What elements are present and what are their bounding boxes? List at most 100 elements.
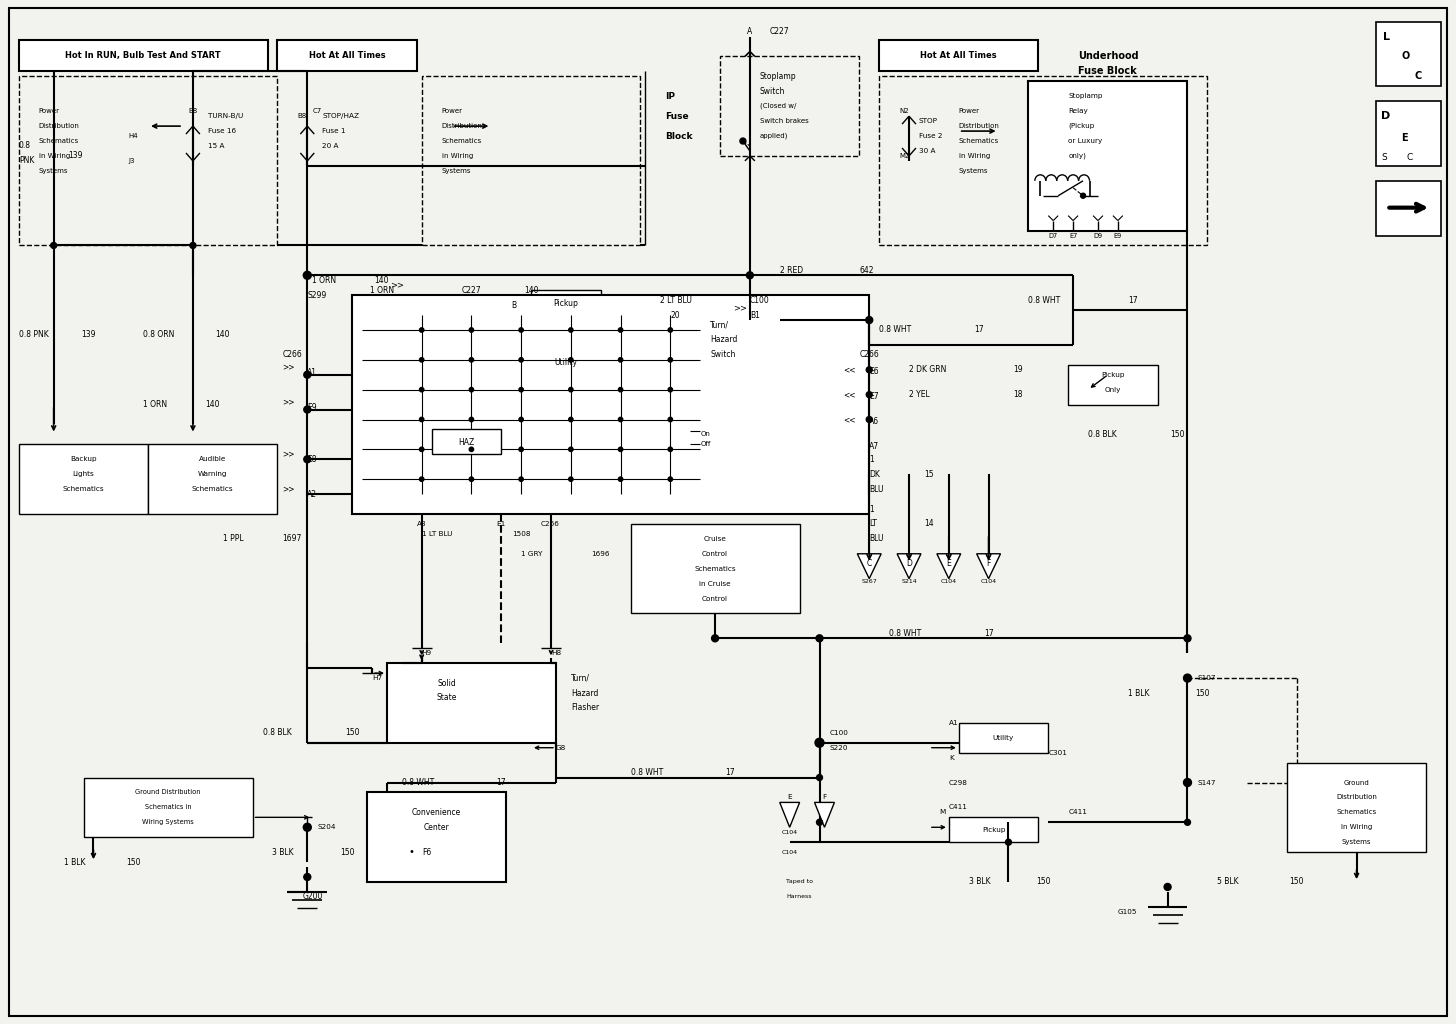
Text: 1 BLK: 1 BLK: [64, 857, 84, 866]
Circle shape: [1006, 840, 1012, 845]
Text: 1 GRY: 1 GRY: [521, 551, 543, 557]
Text: S220: S220: [830, 744, 847, 751]
Text: 0.8 WHT: 0.8 WHT: [402, 778, 434, 787]
Text: 19: 19: [1013, 366, 1024, 375]
Text: Switch brakes: Switch brakes: [760, 118, 808, 124]
Circle shape: [1184, 674, 1191, 682]
Circle shape: [619, 477, 623, 481]
Circle shape: [419, 387, 424, 392]
Text: 30 A: 30 A: [919, 148, 935, 154]
Text: J3: J3: [128, 158, 135, 164]
Text: C104: C104: [941, 580, 957, 584]
Text: 2 YEL: 2 YEL: [909, 390, 930, 399]
Text: C: C: [1406, 154, 1412, 163]
Text: Only: Only: [1105, 387, 1121, 392]
Circle shape: [619, 387, 623, 392]
Bar: [1028, 81, 1188, 230]
Polygon shape: [780, 803, 799, 827]
Bar: [1287, 763, 1427, 852]
Text: 0.8 PNK: 0.8 PNK: [19, 331, 48, 340]
Text: 1508: 1508: [513, 530, 530, 537]
Text: B: B: [511, 301, 517, 309]
Text: Fuse Block: Fuse Block: [1077, 67, 1137, 77]
Text: Pickup: Pickup: [1101, 372, 1124, 378]
Bar: [19, 40, 268, 72]
Text: Harness: Harness: [786, 894, 812, 899]
Text: HAZ: HAZ: [459, 438, 475, 446]
Text: >>: >>: [282, 484, 296, 494]
Text: 2 RED: 2 RED: [780, 266, 802, 274]
Text: G8: G8: [556, 744, 566, 751]
Text: Stoplamp: Stoplamp: [760, 72, 796, 81]
Text: S204: S204: [317, 824, 336, 830]
Text: LT: LT: [869, 519, 877, 528]
Text: A1: A1: [307, 369, 317, 377]
Bar: [19, 77, 278, 246]
Text: Hazard: Hazard: [711, 336, 738, 344]
Circle shape: [817, 819, 823, 825]
Circle shape: [866, 367, 872, 373]
Text: Systems: Systems: [958, 168, 989, 174]
Text: Ground: Ground: [1344, 779, 1370, 785]
Text: 1: 1: [869, 455, 874, 464]
Text: 0.8 ORN: 0.8 ORN: [143, 331, 175, 340]
Text: 0.8 BLK: 0.8 BLK: [1088, 430, 1117, 439]
Text: Fuse 16: Fuse 16: [208, 128, 236, 134]
Text: 642: 642: [859, 266, 874, 274]
Text: Warning: Warning: [198, 471, 227, 477]
Text: 14: 14: [925, 519, 933, 528]
Circle shape: [569, 447, 574, 452]
Text: Systems: Systems: [1342, 840, 1372, 845]
Circle shape: [866, 316, 872, 324]
Text: C411: C411: [1069, 809, 1088, 815]
Text: E6: E6: [869, 368, 879, 376]
Text: Taped to: Taped to: [786, 880, 812, 885]
Text: E7: E7: [1069, 232, 1077, 239]
Text: 1 BLK: 1 BLK: [1128, 688, 1149, 697]
Text: Systems: Systems: [441, 168, 472, 174]
Text: On: On: [700, 431, 711, 437]
Text: Convenience: Convenience: [412, 808, 462, 817]
Text: >>: >>: [732, 303, 747, 312]
Bar: [1376, 22, 1441, 86]
Text: Schematics: Schematics: [63, 486, 105, 493]
Circle shape: [469, 357, 473, 362]
Text: Schematics: Schematics: [39, 138, 79, 144]
Text: STOP/HAZ: STOP/HAZ: [322, 114, 360, 119]
Text: 1 ORN: 1 ORN: [370, 286, 395, 295]
Bar: [958, 723, 1048, 753]
Text: 18: 18: [1013, 390, 1024, 399]
Text: G200: G200: [303, 892, 323, 901]
Bar: [721, 56, 859, 156]
Circle shape: [569, 357, 574, 362]
Text: in Wiring: in Wiring: [958, 153, 990, 159]
Text: State: State: [437, 693, 457, 702]
Text: S267: S267: [862, 580, 877, 584]
Text: Block: Block: [665, 131, 693, 140]
Text: B8: B8: [188, 109, 197, 115]
Text: (Closed w/: (Closed w/: [760, 103, 796, 110]
Circle shape: [419, 477, 424, 481]
Text: 140: 140: [205, 400, 220, 409]
Text: 1696: 1696: [591, 551, 610, 557]
Text: Power: Power: [39, 109, 60, 115]
Text: Schematics: Schematics: [695, 565, 735, 571]
Text: Cruise: Cruise: [703, 536, 727, 542]
Text: 15 A: 15 A: [208, 143, 224, 150]
Text: Center: Center: [424, 822, 450, 831]
Text: L: L: [1383, 32, 1390, 42]
Text: Schematics: Schematics: [1337, 809, 1377, 815]
Circle shape: [518, 418, 523, 422]
Text: applied): applied): [760, 133, 788, 139]
Text: <<: <<: [843, 415, 856, 424]
Polygon shape: [858, 554, 881, 579]
Text: Flasher: Flasher: [571, 703, 598, 713]
Text: 150: 150: [345, 728, 360, 737]
Text: C266: C266: [859, 350, 879, 359]
Bar: [879, 40, 1038, 72]
Bar: [83, 777, 252, 838]
Circle shape: [569, 477, 574, 481]
Text: Power: Power: [441, 109, 463, 115]
Text: DK: DK: [869, 470, 879, 478]
Circle shape: [469, 447, 473, 452]
